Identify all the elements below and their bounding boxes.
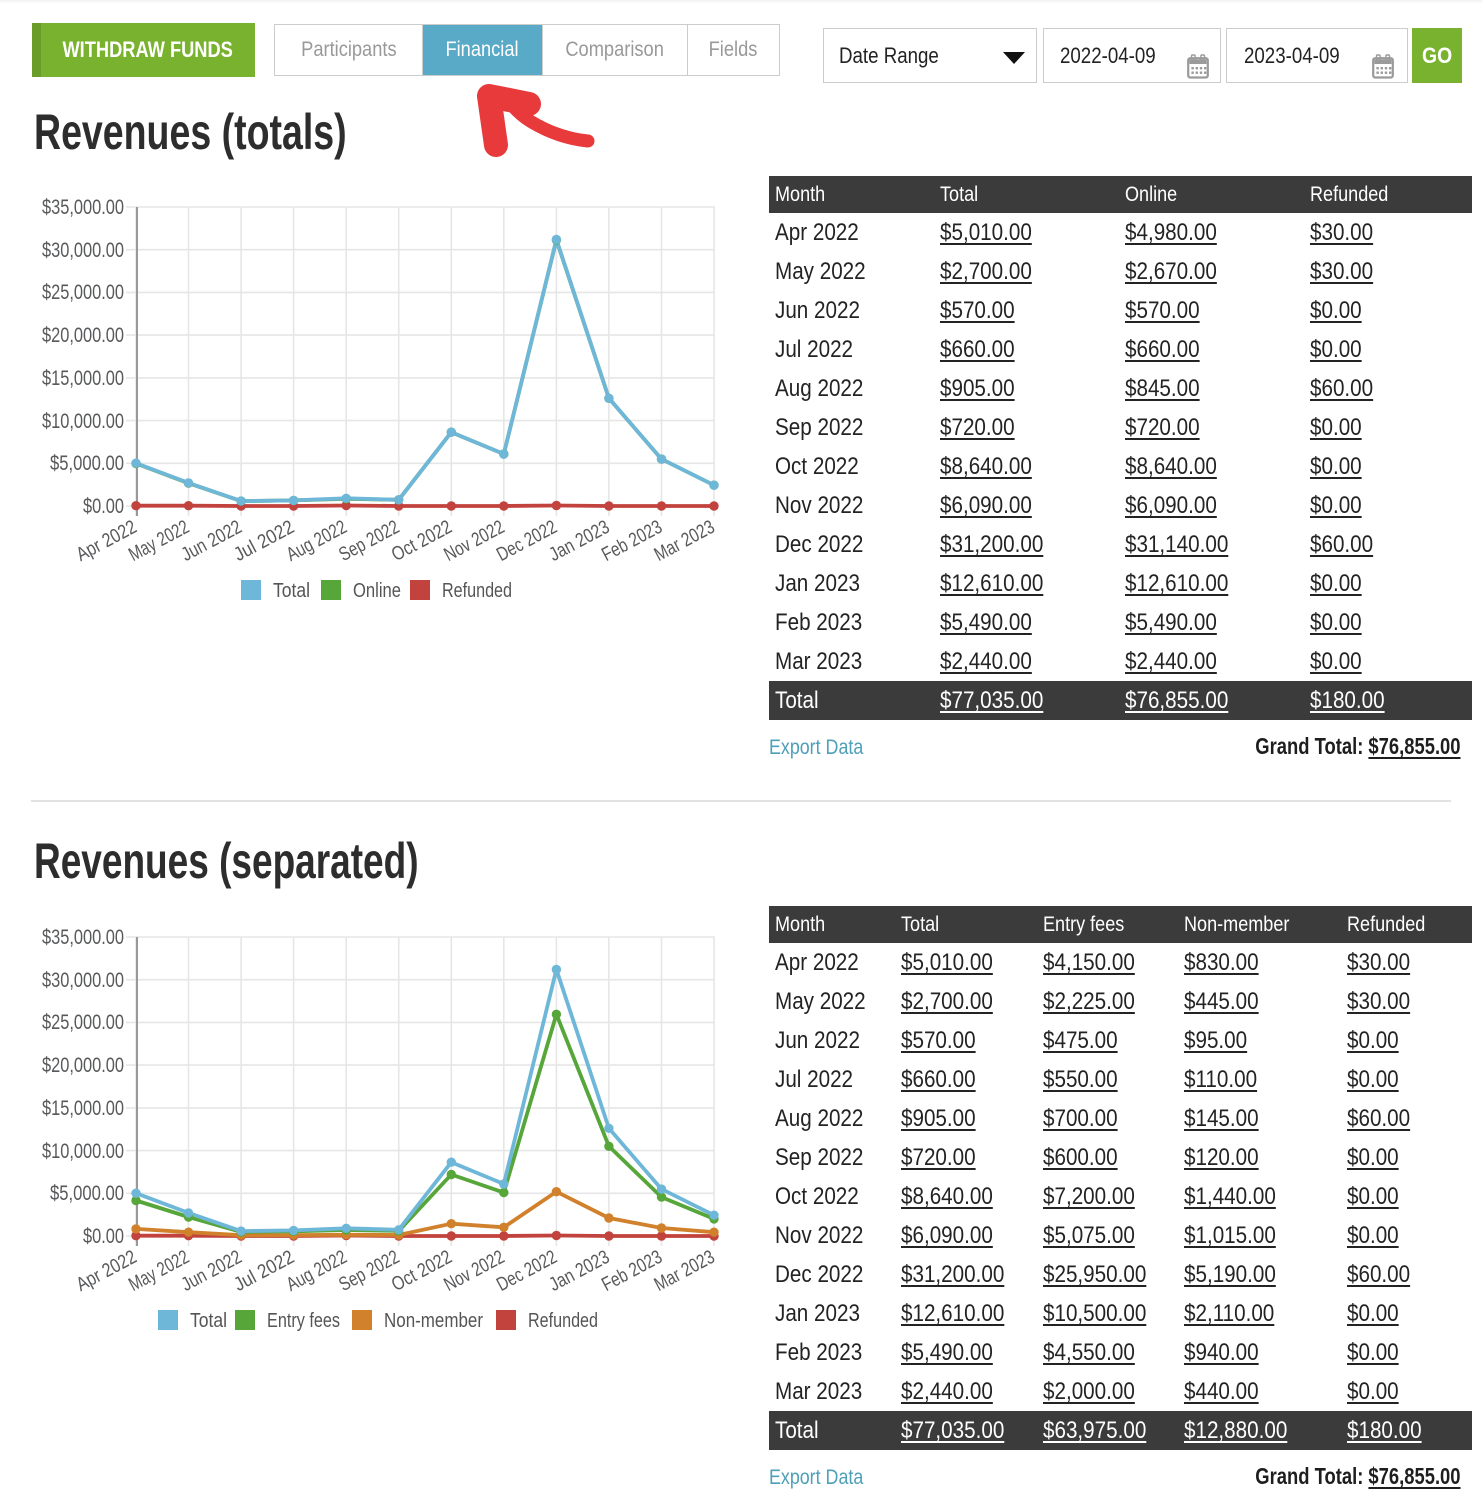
svg-text:Sep 2022: Sep 2022 bbox=[335, 1246, 403, 1296]
svg-text:May 2022: May 2022 bbox=[125, 1246, 193, 1296]
svg-text:$25,000.00: $25,000.00 bbox=[42, 281, 124, 304]
svg-text:$30,000.00: $30,000.00 bbox=[42, 239, 124, 262]
svg-text:$0.00: $0.00 bbox=[83, 1225, 124, 1248]
svg-text:Jun 2022: Jun 2022 bbox=[178, 516, 246, 566]
svg-text:Jul 2022: Jul 2022 bbox=[230, 1246, 298, 1296]
svg-text:Nov 2022: Nov 2022 bbox=[440, 1246, 508, 1296]
svg-text:$10,000.00: $10,000.00 bbox=[42, 410, 124, 433]
svg-text:$15,000.00: $15,000.00 bbox=[42, 1097, 124, 1120]
svg-text:Aug 2022: Aug 2022 bbox=[283, 1246, 351, 1296]
svg-text:Apr 2022: Apr 2022 bbox=[73, 1246, 141, 1296]
svg-text:Jul 2022: Jul 2022 bbox=[230, 516, 298, 566]
svg-text:Nov 2022: Nov 2022 bbox=[440, 516, 508, 566]
svg-text:Feb 2023: Feb 2023 bbox=[598, 516, 666, 566]
svg-text:$0.00: $0.00 bbox=[83, 495, 124, 518]
svg-text:$5,000.00: $5,000.00 bbox=[50, 452, 124, 475]
svg-text:May 2022: May 2022 bbox=[125, 516, 193, 566]
svg-text:$20,000.00: $20,000.00 bbox=[42, 1054, 124, 1077]
svg-text:$35,000.00: $35,000.00 bbox=[42, 926, 124, 949]
svg-text:$15,000.00: $15,000.00 bbox=[42, 367, 124, 390]
svg-text:$30,000.00: $30,000.00 bbox=[42, 969, 124, 992]
svg-text:Refunded: Refunded bbox=[528, 1310, 598, 1332]
svg-text:Refunded: Refunded bbox=[442, 580, 512, 602]
svg-text:Mar 2023: Mar 2023 bbox=[651, 516, 719, 566]
svg-text:$20,000.00: $20,000.00 bbox=[42, 324, 124, 347]
svg-text:Mar 2023: Mar 2023 bbox=[651, 1246, 719, 1296]
svg-text:Total: Total bbox=[273, 580, 310, 602]
svg-text:Jun 2022: Jun 2022 bbox=[178, 1246, 246, 1296]
svg-text:$25,000.00: $25,000.00 bbox=[42, 1011, 124, 1034]
svg-text:Online: Online bbox=[353, 580, 401, 602]
svg-text:$35,000.00: $35,000.00 bbox=[42, 196, 124, 219]
svg-text:$5,000.00: $5,000.00 bbox=[50, 1182, 124, 1205]
svg-text:Entry fees: Entry fees bbox=[267, 1310, 340, 1332]
svg-text:Non-member: Non-member bbox=[384, 1310, 483, 1332]
svg-text:Feb 2023: Feb 2023 bbox=[598, 1246, 666, 1296]
svg-text:Oct 2022: Oct 2022 bbox=[388, 516, 456, 566]
svg-text:Aug 2022: Aug 2022 bbox=[283, 516, 351, 566]
svg-text:$10,000.00: $10,000.00 bbox=[42, 1140, 124, 1163]
svg-text:Apr 2022: Apr 2022 bbox=[73, 516, 141, 566]
svg-text:Dec 2022: Dec 2022 bbox=[493, 1246, 561, 1296]
svg-text:Dec 2022: Dec 2022 bbox=[493, 516, 561, 566]
svg-text:Total: Total bbox=[190, 1310, 227, 1332]
svg-text:Oct 2022: Oct 2022 bbox=[388, 1246, 456, 1296]
svg-text:Jan 2023: Jan 2023 bbox=[546, 1246, 614, 1296]
svg-text:Jan 2023: Jan 2023 bbox=[546, 516, 614, 566]
svg-text:Sep 2022: Sep 2022 bbox=[335, 516, 403, 566]
